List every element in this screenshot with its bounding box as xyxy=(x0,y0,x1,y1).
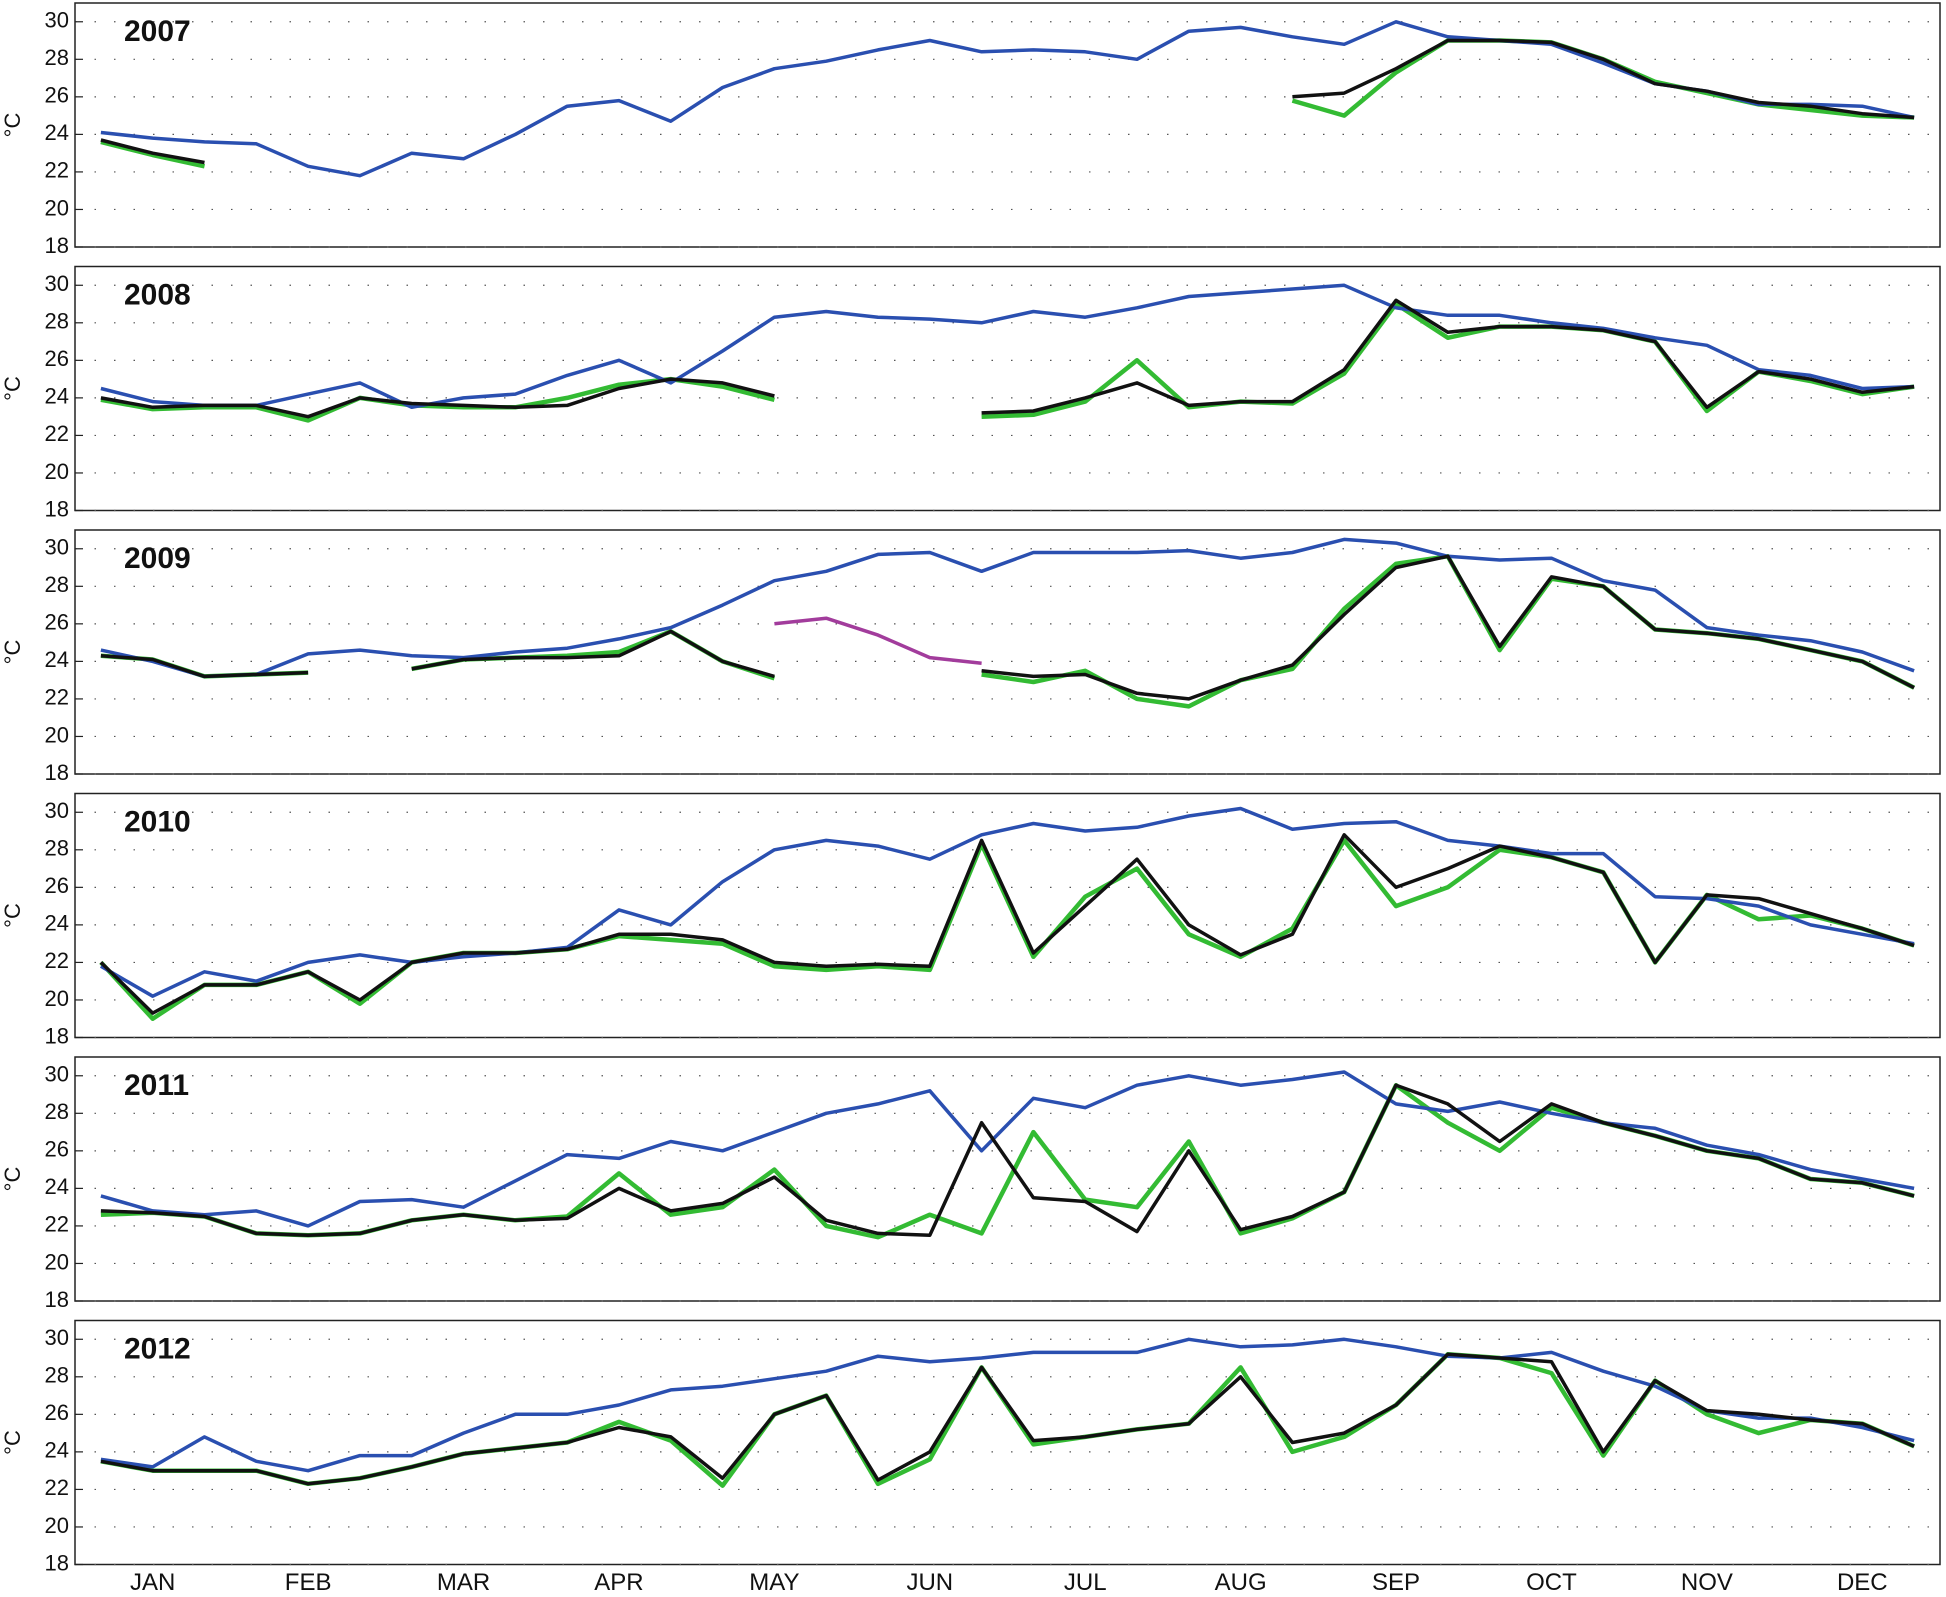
data-line xyxy=(100,1352,1915,1486)
y-tick-label: 24 xyxy=(45,1438,69,1463)
x-tick-label: OCT xyxy=(1526,1569,1577,1596)
y-axis-label: °C xyxy=(0,113,25,138)
y-tick-label: 18 xyxy=(45,1287,69,1312)
y-tick-label: 22 xyxy=(45,948,69,973)
y-tick-label: 18 xyxy=(45,1550,69,1575)
panel-title: 2011 xyxy=(124,1069,189,1102)
y-tick-label: 24 xyxy=(45,1174,69,1199)
panel-title: 2012 xyxy=(124,1332,191,1365)
y-axis-label: °C xyxy=(0,640,25,665)
y-tick-label: 20 xyxy=(45,1249,69,1274)
x-tick-label: AUG xyxy=(1215,1569,1267,1596)
y-tick-label: 26 xyxy=(45,1137,69,1162)
data-line xyxy=(100,1337,1915,1473)
y-tick-label: 20 xyxy=(45,1513,69,1538)
y-tick-label: 26 xyxy=(45,1400,69,1425)
x-tick-label: JAN xyxy=(130,1569,175,1596)
y-tick-label: 24 xyxy=(45,911,69,936)
data-line xyxy=(100,298,1915,419)
y-axis-label: °C xyxy=(0,903,25,928)
x-tick-label: MAR xyxy=(437,1569,490,1596)
y-tick-label: 24 xyxy=(45,384,69,409)
x-tick-label: DEC xyxy=(1837,1569,1888,1596)
panel-title: 2009 xyxy=(124,542,191,575)
y-tick-label: 30 xyxy=(45,8,69,33)
y-tick-label: 22 xyxy=(45,1212,69,1237)
y-tick-label: 18 xyxy=(45,760,69,785)
data-line xyxy=(100,20,1915,178)
y-tick-label: 28 xyxy=(45,1099,69,1124)
y-tick-label: 18 xyxy=(45,233,69,258)
x-tick-label: APR xyxy=(594,1569,643,1596)
data-line xyxy=(100,537,1915,679)
data-line xyxy=(774,616,982,666)
y-tick-label: 20 xyxy=(45,722,69,747)
y-tick-label: 22 xyxy=(45,1475,69,1500)
panel-title: 2008 xyxy=(124,278,191,311)
x-tick-label: JUN xyxy=(906,1569,953,1596)
y-axis-label: °C xyxy=(0,376,25,401)
y-tick-label: 28 xyxy=(45,836,69,861)
y-tick-label: 20 xyxy=(45,195,69,220)
plot-frame xyxy=(74,1319,1941,1566)
x-tick-label: JUL xyxy=(1064,1569,1107,1596)
y-tick-label: 30 xyxy=(45,535,69,560)
y-axis-label: °C xyxy=(0,1167,25,1192)
plot-frame xyxy=(74,265,1941,512)
y-tick-label: 22 xyxy=(45,158,69,183)
y-tick-label: 28 xyxy=(45,1363,69,1388)
y-tick-label: 26 xyxy=(45,873,69,898)
data-line xyxy=(100,1083,1915,1238)
data-line xyxy=(99,833,1915,1015)
y-tick-label: 26 xyxy=(45,83,69,108)
y-tick-label: 24 xyxy=(45,120,69,145)
y-tick-label: 26 xyxy=(45,346,69,371)
data-line xyxy=(100,38,1915,165)
panel-title: 2007 xyxy=(124,15,191,48)
y-tick-label: 30 xyxy=(45,1325,69,1350)
plot-frame xyxy=(74,2,1941,248)
y-tick-label: 30 xyxy=(45,1062,69,1087)
y-tick-label: 24 xyxy=(45,647,69,672)
panel-title: 2010 xyxy=(124,805,191,838)
y-tick-label: 30 xyxy=(45,271,69,296)
x-tick-label: NOV xyxy=(1681,1569,1733,1596)
data-line xyxy=(100,554,1915,701)
x-tick-label: MAY xyxy=(749,1569,799,1596)
y-tick-label: 26 xyxy=(45,610,69,635)
y-tick-label: 18 xyxy=(45,1023,69,1048)
y-tick-label: 18 xyxy=(45,496,69,521)
y-tick-label: 22 xyxy=(45,421,69,446)
data-line xyxy=(100,806,1915,998)
x-tick-label: SEP xyxy=(1372,1569,1420,1596)
y-tick-label: 28 xyxy=(45,572,69,597)
y-tick-label: 30 xyxy=(45,798,69,823)
y-tick-label: 28 xyxy=(45,309,69,334)
y-tick-label: 28 xyxy=(45,45,69,70)
y-tick-label: 20 xyxy=(45,459,69,484)
y-tick-label: 22 xyxy=(45,685,69,710)
x-tick-label: FEB xyxy=(285,1569,332,1596)
y-axis-label: °C xyxy=(0,1430,25,1455)
y-tick-label: 20 xyxy=(45,986,69,1011)
